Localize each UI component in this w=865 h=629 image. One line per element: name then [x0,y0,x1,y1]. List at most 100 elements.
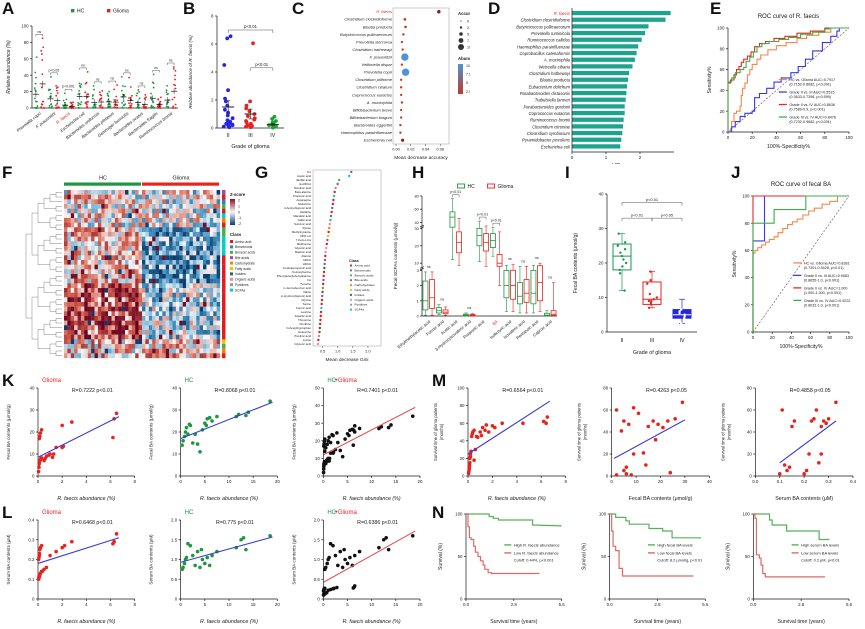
svg-text:4: 4 [85,479,88,484]
svg-text:Leucine: Leucine [301,310,312,314]
svg-text:0.1: 0.1 [777,479,784,484]
svg-text:0: 0 [179,602,182,607]
svg-text:0: 0 [322,602,325,607]
svg-text:ns: ns [467,306,471,310]
svg-text:Methionine: Methionine [297,242,312,246]
svg-text:2: 2 [639,155,642,160]
svg-text:1.0: 1.0 [335,350,340,354]
svg-text:Clostridium celatum: Clostridium celatum [356,85,392,90]
svg-text:0.0: 0.0 [463,602,470,607]
svg-text:III: III [248,133,253,139]
svg-text:0: 0 [610,479,613,484]
svg-text:Glycolic acid: Glycolic acid [295,246,312,250]
svg-text:R. faecis: R. faecis [376,9,392,14]
svg-text:8: 8 [133,479,136,484]
svg-text:HDCA: HDCA [303,262,311,266]
svg-text:Clostridium piliforme: Clostridium piliforme [355,77,392,82]
svg-text:60: 60 [745,248,750,253]
svg-text:40: 40 [774,135,779,140]
svg-text:p<0.001: p<0.001 [62,85,75,89]
svg-text:15: 15 [251,479,256,484]
svg-text:Parabacteroides gordonii: Parabacteroides gordonii [523,104,571,109]
svg-text:R. faecis abundance (%): R. faecis abundance (%) [200,619,258,625]
svg-text:Survival time (years): Survival time (years) [634,619,682,625]
svg-text:80: 80 [747,386,752,391]
svg-text:Eubacterium dolichum: Eubacterium dolichum [529,84,571,89]
svg-text:Histidine: Histidine [300,210,311,214]
svg-text:40: 40 [789,335,794,340]
svg-text:ns: ns [548,276,552,280]
svg-text:100: 100 [457,386,465,391]
svg-text:0.5: 0.5 [171,577,178,582]
svg-text:IV: IV [679,338,684,344]
svg-text:80: 80 [603,386,608,391]
svg-text:100: 100 [743,512,751,517]
svg-text:Relative abundance of R. faeci: Relative abundance of R. faecis (%) [188,35,193,109]
panel-h: H HC Glioma 0 1 2 3 10 20 30 40 60 80 Fecal SCFAs con… [388,163,565,372]
svg-text:40: 40 [172,386,177,391]
svg-text:Clostridium citroniae: Clostridium citroniae [532,124,571,129]
svg-text:0.3: 0.3 [28,537,35,542]
svg-text:R. faecis abundance (%): R. faecis abundance (%) [343,619,401,625]
svg-text:BA: BA [491,319,499,327]
svg-text:20: 20 [460,456,465,461]
svg-text:Survival time of glioma patien: Survival time of glioma patients [720,403,725,461]
svg-text:2: 2 [417,283,419,288]
svg-text:Nicotinic acid: Nicotinic acid [294,186,311,190]
panel-h-letter: H [412,163,425,182]
svg-text:60: 60 [747,408,752,413]
svg-text:A. muciniphila: A. muciniphila [543,58,571,63]
svg-text:Carbohydrates: Carbohydrates [235,261,255,265]
svg-text:5: 5 [346,602,349,607]
svg-text:40: 40 [315,403,320,408]
svg-text:2.8: 2.8 [798,602,805,607]
svg-text:0: 0 [749,474,752,479]
svg-text:Propionic acid: Propionic acid [293,194,312,198]
panel-b-chart: 0 2 4 6 8 Relative abundance of R. faecis (%)… [188,14,284,150]
svg-text:ns: ns [154,66,158,70]
svg-text:100: 100 [599,512,607,517]
svg-text:40: 40 [460,438,465,443]
svg-text:2.0: 2.0 [171,518,178,523]
panel-e: E ROC curve of R. faecis 0 20 40 60 80 100 0 20 40… [688,0,863,164]
svg-text:80: 80 [827,335,832,340]
svg-text:N-Acetylserine: N-Acetylserine [292,270,311,274]
panel-f-letter: F [2,163,13,182]
svg-text:Cutoff: 0.2 μM, p<0.01: Cutoff: 0.2 μM, p<0.01 [801,557,840,562]
svg-text:Class: Class [349,259,359,263]
svg-text:+: + [334,378,338,384]
svg-text:0: 0 [462,474,465,479]
svg-text:10: 10 [227,602,232,607]
svg-text:Organic acids: Organic acids [235,278,255,282]
svg-text:(1.000-1.000, p<0.001): (1.000-1.000, p<0.001) [804,291,842,295]
panel-n: N 0.0 2.8 5.6 0 50 100 High R. faecis abundance… [432,504,863,627]
svg-text:p<0.01: p<0.01 [477,213,488,217]
panel-l: L 0 2 4 6 8 0 0.1 0.2 0.3 0.4 Glioma R=0.6468 p<0.01… [2,503,430,627]
svg-text:20: 20 [275,602,280,607]
panel-m: M 0 2 4 6 8 0 20 40 60 80 100 R=0.6564 p<0.01 R. faec… [432,372,863,504]
svg-text:0.4: 0.4 [28,518,35,523]
svg-text:R. faecis abundance (%): R. faecis abundance (%) [57,496,115,502]
svg-text:Amino acid: Amino acid [235,240,251,244]
svg-text:1.5: 1.5 [314,537,321,542]
panel-a-chart: 0 20 40 60 80 100 Relative abundance (%) HC Glio… [6,8,178,140]
svg-text:R=0.7401 p<0.01: R=0.7401 p<0.01 [357,388,398,394]
svg-text:2.58: 2.58 [467,26,470,30]
svg-text:SCFAs: SCFAs [355,308,365,312]
svg-text:0: 0 [322,479,325,484]
svg-text:Sensitivity%: Sensitivity% [707,66,713,94]
panel-l-letter: L [2,503,13,522]
svg-text:Glutamine: Glutamine [298,202,312,206]
svg-text:Glioma: Glioma [42,378,62,384]
svg-text:Parabacteroides distasonis: Parabacteroides distasonis [520,91,571,96]
svg-text:Benzenoids: Benzenoids [355,268,372,272]
svg-text:80: 80 [745,221,750,226]
svg-text:8: 8 [564,479,567,484]
svg-text:Survival time of glioma patien: Survival time of glioma patients [433,403,438,461]
svg-text:Low serum BA levels: Low serum BA levels [801,550,838,555]
svg-text:2: 2 [211,98,214,103]
svg-text:Lysine: Lysine [303,338,312,342]
svg-text:(0.7589-0.9, p<0.001): (0.7589-0.9, p<0.001) [789,108,825,112]
